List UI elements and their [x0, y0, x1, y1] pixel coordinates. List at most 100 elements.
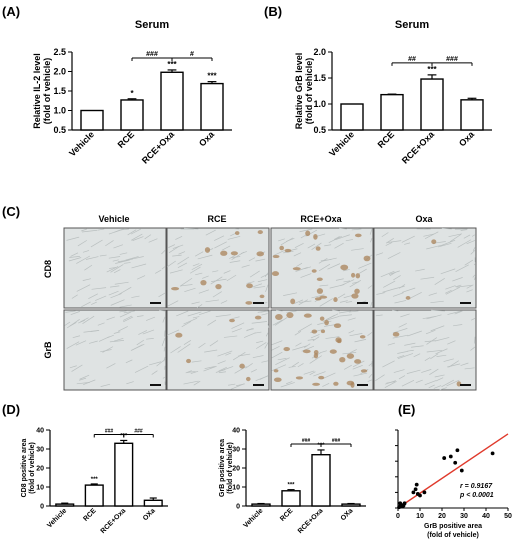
tissue-fiber	[401, 379, 415, 387]
tissue-fiber	[76, 382, 90, 385]
bracket-label-d-left-1: ###	[134, 428, 143, 434]
tissue-fiber	[232, 316, 240, 319]
annotation-r-e: r = 0.9167	[460, 483, 493, 490]
scatter-point-e-11	[422, 490, 427, 495]
tissue-fiber	[391, 285, 405, 290]
y-tick-label-d-right-1: 10	[232, 484, 240, 491]
tissue-fiber	[299, 228, 313, 233]
x-tick-label-d-right-2: RCE+Oxa	[297, 507, 325, 535]
tissue-fiber	[71, 364, 83, 372]
stained-cell	[318, 375, 325, 380]
tissue-fiber	[229, 260, 241, 263]
sig-star-d-left-1: ***	[91, 477, 99, 483]
tissue-fiber	[322, 382, 330, 387]
tissue-fiber	[178, 251, 186, 255]
tissue-fiber	[295, 267, 308, 272]
tissue-fiber	[261, 360, 269, 363]
tissue-fiber	[106, 316, 115, 321]
tissue-fiber	[370, 228, 373, 230]
tissue-fiber	[311, 294, 325, 299]
panel-letter-a: (A)	[2, 4, 21, 19]
tissue-fiber	[424, 340, 436, 343]
tissue-fiber	[303, 343, 311, 349]
tissue-fiber	[339, 227, 347, 230]
tissue-fiber	[452, 277, 463, 282]
tissue-fiber	[67, 319, 80, 329]
y-tick-label-a-2: 1.5	[53, 86, 66, 96]
tissue-fiber	[393, 369, 405, 373]
tissue-fiber	[66, 341, 80, 349]
tissue-fiber	[294, 242, 304, 249]
x-tick-label-d-left-2: RCE+Oxa	[100, 507, 128, 535]
x-tick-label-d-right-3: OXa	[340, 507, 355, 522]
tissue-fiber	[167, 300, 179, 307]
tissue-fiber	[397, 353, 414, 360]
tissue-fiber	[109, 267, 116, 269]
tissue-fiber	[132, 236, 144, 241]
stained-cell	[360, 369, 368, 373]
tissue-fiber	[245, 363, 253, 369]
tissue-fiber	[295, 342, 302, 347]
tissue-fiber	[471, 234, 476, 237]
tissue-fiber	[166, 329, 180, 336]
tissue-fiber	[434, 374, 445, 378]
tissue-fiber	[392, 334, 409, 339]
stained-cell	[315, 246, 321, 251]
tissue-fiber	[172, 254, 182, 257]
tissue-fiber	[307, 243, 316, 249]
tissue-fiber	[319, 284, 329, 287]
tissue-fiber	[443, 358, 454, 362]
scatter-point-e-6	[402, 501, 407, 506]
x-tick-label-e-1: 10	[416, 513, 424, 520]
tissue-fiber	[168, 244, 176, 248]
tissue-fiber	[426, 337, 438, 345]
tissue-fiber	[404, 242, 411, 245]
tissue-fiber	[209, 340, 219, 347]
tissue-fiber	[163, 346, 166, 352]
tissue-fiber	[217, 360, 226, 365]
tissue-fiber	[397, 350, 409, 354]
y-tick-label-a-3: 2.0	[53, 67, 66, 77]
chart-d-grb: 0 10 20 30 40 GrB positive area(fold of vehic…	[219, 427, 366, 535]
micrograph-grb-vehicle	[63, 309, 167, 391]
x-axis-label-e-0: GrB positive area	[424, 523, 482, 530]
tissue-fiber	[312, 336, 320, 342]
tissue-fiber	[472, 274, 476, 278]
bar-b-0	[340, 103, 364, 131]
stained-cell	[279, 245, 284, 251]
tissue-fiber	[445, 285, 456, 290]
stained-cell	[340, 264, 349, 271]
tissue-fiber	[300, 273, 312, 278]
tissue-fiber	[204, 349, 218, 353]
tissue-fiber	[271, 351, 283, 359]
tissue-fiber	[470, 346, 476, 351]
y-tick-label-b-0: 0.5	[313, 125, 326, 135]
bar-d-right-1	[281, 490, 301, 507]
bracket-label-d-left-0: ###	[105, 428, 114, 434]
x-axis-label-e-1: (fold of vehicle)	[427, 532, 479, 539]
bracket-label-a-1: #	[190, 51, 194, 58]
tissue-fiber	[273, 250, 285, 256]
y-tick-label-d-left-4: 40	[36, 427, 44, 434]
tissue-fiber	[401, 235, 415, 243]
tissue-fiber	[304, 266, 312, 270]
stained-cell	[245, 301, 253, 305]
scale-bar-cd8-rce-oxa	[357, 302, 368, 304]
tissue-fiber	[327, 316, 340, 321]
tissue-fiber	[100, 383, 111, 387]
tissue-fiber	[342, 269, 350, 272]
tissue-fiber	[464, 259, 474, 266]
bar-d-right-3	[341, 503, 361, 507]
tissue-fiber	[85, 256, 99, 260]
scale-bar-grb-rce	[253, 384, 264, 386]
micrograph-cd8-oxa	[373, 227, 477, 309]
scale-bar-grb-oxa	[460, 384, 471, 386]
tissue-fiber	[253, 286, 266, 289]
tissue-fiber	[400, 313, 410, 318]
tissue-fiber	[456, 284, 472, 288]
stained-cell	[229, 318, 235, 323]
scale-bar-grb-vehicle	[150, 384, 161, 386]
tissue-fiber	[127, 229, 137, 236]
tissue-fiber	[445, 286, 461, 295]
tissue-fiber	[387, 342, 396, 346]
